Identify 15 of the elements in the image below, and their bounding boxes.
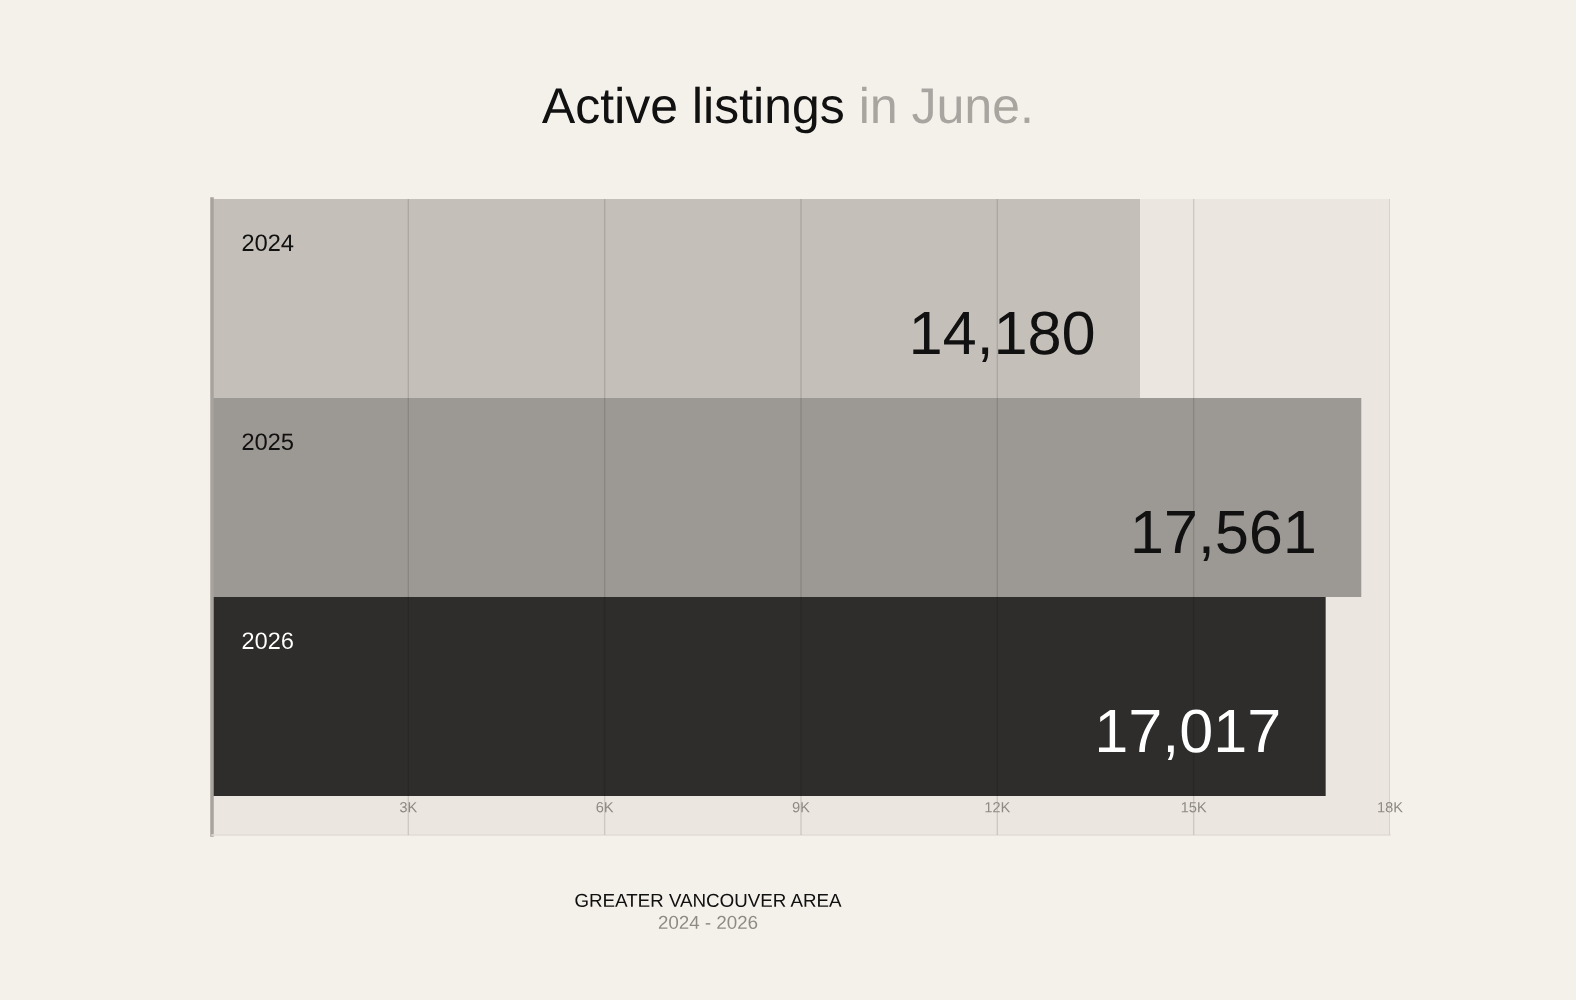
y-tick-label: 2026 (242, 632, 293, 650)
x-tick-label: 12K (985, 802, 1011, 813)
x-tick-label: 18K (1378, 802, 1403, 813)
data-label: 17,017 (1098, 709, 1279, 760)
text: GREATER VANCOUVER AREA (575, 893, 842, 908)
x-tick-label: 3K (399, 802, 418, 813)
data-label: 14,180 (913, 311, 1094, 362)
y-tick-label: 2025 (242, 433, 293, 451)
x-tick-label: 6K (596, 802, 614, 813)
y-tick-label: 2024 (242, 234, 294, 252)
text: 2024 - 2026 (658, 915, 758, 930)
data-label: 17,561 (1134, 510, 1314, 561)
x-tick-label: 9K (792, 802, 810, 813)
chart-title: Active listings in June. (541, 86, 1030, 134)
x-tick-label: 15K (1181, 802, 1207, 813)
